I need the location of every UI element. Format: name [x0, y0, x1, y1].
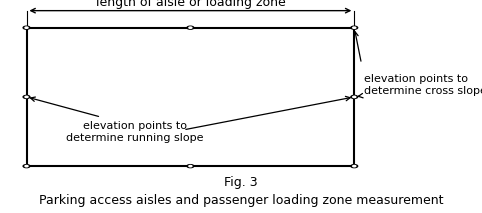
Circle shape — [25, 96, 28, 98]
Circle shape — [351, 26, 358, 29]
Circle shape — [353, 166, 356, 167]
Text: length of aisle or loading zone: length of aisle or loading zone — [95, 0, 285, 9]
Circle shape — [25, 166, 28, 167]
Text: elevation points to
determine cross slope: elevation points to determine cross slop… — [364, 74, 482, 96]
Circle shape — [187, 26, 194, 29]
Text: Parking access aisles and passenger loading zone measurement: Parking access aisles and passenger load… — [39, 194, 443, 207]
Bar — [27, 28, 354, 166]
Circle shape — [353, 27, 356, 28]
Circle shape — [351, 165, 358, 168]
Circle shape — [25, 27, 28, 28]
Circle shape — [353, 96, 356, 98]
Circle shape — [189, 166, 192, 167]
Circle shape — [189, 27, 192, 28]
Circle shape — [351, 95, 358, 98]
Circle shape — [23, 95, 30, 98]
Circle shape — [23, 26, 30, 29]
Text: Fig. 3: Fig. 3 — [224, 176, 258, 189]
Circle shape — [23, 165, 30, 168]
Circle shape — [187, 165, 194, 168]
Text: elevation points to
determine running slope: elevation points to determine running sl… — [66, 121, 204, 143]
